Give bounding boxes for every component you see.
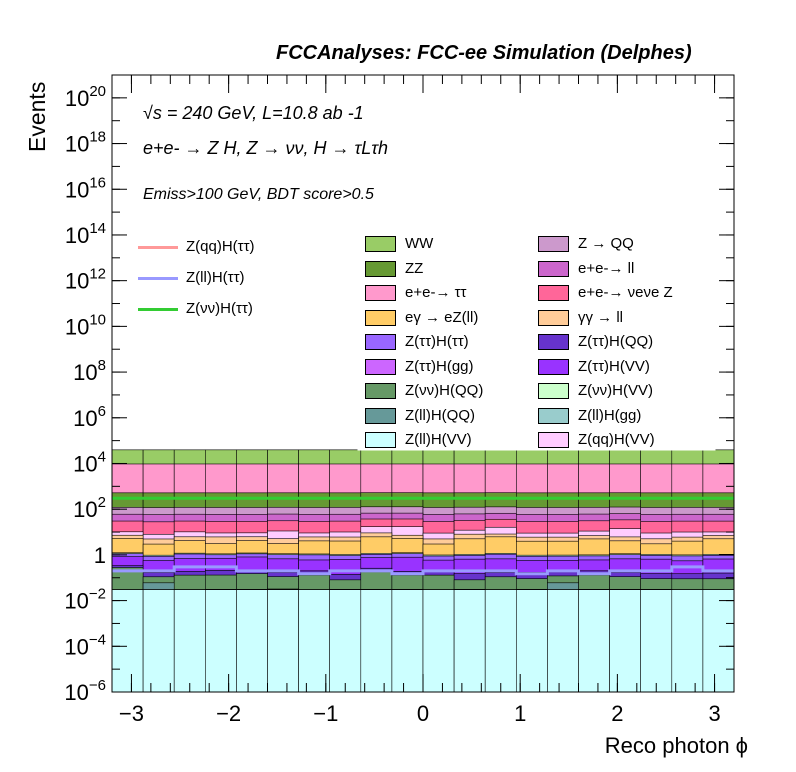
- y-tick-label: 1014: [65, 220, 106, 248]
- y-tick-label: 10−2: [64, 586, 106, 614]
- legend-color-swatch: [538, 309, 569, 326]
- legend-label: Z(νν)H(QQ): [405, 382, 484, 399]
- legend-label: Z(qq)H(VV): [578, 431, 655, 448]
- legend-color-swatch: [365, 334, 396, 350]
- y-tick-label: 1016: [65, 174, 106, 202]
- y-tick-label: 104: [73, 448, 106, 476]
- y-tick-label: 106: [73, 403, 106, 431]
- bar-Z(ll)H(VV): [236, 589, 268, 693]
- legend-label: e+e-→ ττ: [405, 284, 467, 301]
- y-axis-label: Events: [24, 81, 50, 152]
- x-tick-label: −3: [119, 701, 144, 726]
- y-tick-label: 102: [73, 494, 106, 522]
- line-Z(ll)H(ττ): [112, 565, 734, 576]
- legend-label: Z → QQ: [578, 235, 634, 252]
- legend-label: Z(ττ)H(gg): [405, 357, 474, 375]
- bar-Z(ll)H(VV): [267, 589, 299, 693]
- bar-Z(ll)H(VV): [142, 589, 175, 693]
- legend-color-swatch: [365, 309, 396, 326]
- x-tick-label: 0: [417, 701, 429, 726]
- legend-color-swatch: [365, 358, 396, 375]
- legend-color-swatch: [365, 432, 396, 448]
- legend-color-swatch: [538, 334, 569, 350]
- bar-Z(ll)H(VV): [578, 589, 610, 693]
- legend-label: ZZ: [405, 259, 424, 277]
- legend-color-swatch: [538, 285, 569, 301]
- legend-label: WW: [405, 235, 434, 252]
- y-tick-label: 1012: [65, 266, 106, 294]
- bar-Z(ll)H(VV): [453, 589, 486, 693]
- legend-line-swatch: [138, 308, 178, 311]
- legend-label: Z(ll)H(VV): [405, 431, 472, 448]
- x-tick-label: 3: [708, 701, 720, 726]
- bar-Z(ll)H(VV): [298, 589, 331, 693]
- bar-Z(ll)H(VV): [391, 589, 424, 693]
- bar-Z(ll)H(VV): [640, 589, 673, 693]
- bar-Z(ll)H(VV): [702, 589, 735, 693]
- legend-label: Z(qq)H(ττ): [186, 238, 255, 255]
- legend-label: Z(νν)H(ττ): [186, 300, 253, 317]
- legend-color-swatch: [365, 285, 396, 301]
- x-tick-label: −1: [313, 701, 338, 726]
- bar-Z(ll)H(VV): [111, 589, 144, 693]
- legend-label: Z(ll)H(ττ): [186, 269, 245, 286]
- legend-color-swatch: [365, 260, 396, 277]
- bar-Z(ll)H(VV): [329, 589, 362, 693]
- legend-color-swatch: [365, 236, 396, 252]
- legend-label: Z(ll)H(gg): [578, 406, 642, 424]
- bar-Z(ll)H(VV): [547, 589, 579, 693]
- x-tick-label: 1: [514, 701, 526, 726]
- legend-panel: [357, 229, 716, 451]
- legend-label: Z(ττ)H(VV): [578, 357, 650, 375]
- legend-line-swatch: [138, 277, 178, 280]
- legend-color-swatch: [365, 383, 396, 399]
- chart-title: FCCAnalyses: FCC-ee Simulation (Delphes): [276, 42, 692, 64]
- y-tick-label: 1: [94, 543, 106, 568]
- bar-Z(ll)H(VV): [609, 589, 641, 693]
- bar-Z(ll)H(VV): [173, 589, 206, 693]
- legend-color-swatch: [538, 383, 569, 399]
- y-tick-label: 1020: [65, 83, 106, 111]
- y-tick-label: 1018: [65, 129, 106, 157]
- y-tick-label: 108: [73, 357, 106, 385]
- legend-label: e+e-→ νeνe Z: [578, 284, 673, 301]
- legend-label: eγ → eZ(ll): [405, 308, 479, 326]
- legend-color-swatch: [538, 358, 569, 375]
- legend-line-swatch: [138, 246, 178, 249]
- legend-label: e+e-→ ll: [578, 259, 635, 277]
- selection-label: Emiss>100 GeV, BDT score>0.5: [143, 186, 374, 203]
- energy-luminosity-label: √s = 240 GeV, L=10.8 ab -1: [143, 103, 364, 123]
- bar-Z(ll)H(VV): [515, 589, 548, 693]
- legend-label: γγ → ll: [578, 308, 623, 326]
- bar-Z(ll)H(VV): [205, 589, 237, 693]
- x-tick-label: 2: [611, 701, 623, 726]
- x-axis-label: Reco photon ϕ: [604, 733, 748, 758]
- legend-color-swatch: [538, 432, 569, 448]
- bar-Z(ll)H(VV): [422, 589, 455, 693]
- y-tick-label: 1010: [65, 311, 106, 339]
- bar-Z(ll)H(VV): [360, 589, 393, 693]
- legend-label: Z(ll)H(QQ): [405, 406, 475, 424]
- process-label: e+e- → Z H, Z → νν, H → τLτh: [143, 138, 389, 158]
- legend-color-swatch: [538, 407, 569, 424]
- y-tick-label: 10−4: [64, 631, 106, 659]
- legend-label: Z(ττ)H(QQ): [578, 333, 654, 350]
- legend-color-swatch: [365, 407, 396, 424]
- legend-color-swatch: [538, 236, 569, 252]
- x-tick-label: −2: [216, 701, 241, 726]
- y-tick-label: 10−6: [64, 677, 106, 705]
- bar-Z(ll)H(VV): [671, 589, 704, 693]
- legend-color-swatch: [538, 260, 569, 277]
- bar-Z(ll)H(VV): [484, 589, 517, 693]
- legend-label: Z(ττ)H(ττ): [405, 333, 469, 350]
- legend-label: Z(νν)H(VV): [578, 382, 653, 399]
